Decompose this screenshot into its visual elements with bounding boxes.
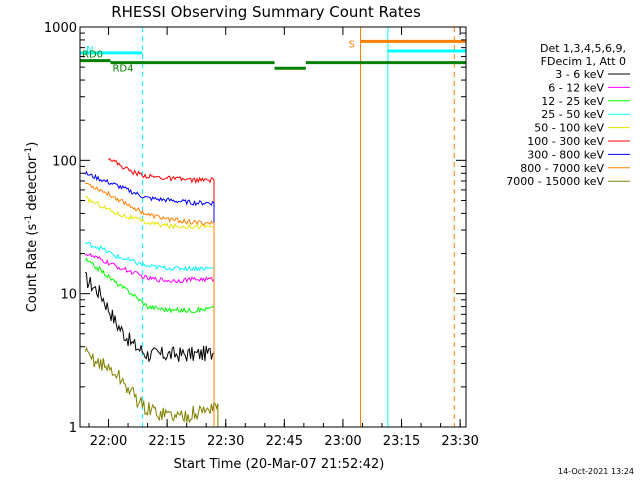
y-axis-label-sup1: -1 [24,215,34,224]
series-line-100-300-kev [108,157,215,427]
x-axis-ticks: 22:00 22:15 22:30 22:45 23:00 23:15 23:30 [88,27,479,449]
x-tick-label-3: 22:30 [207,434,244,449]
event-vertical-lines [141,27,455,427]
x-tick-label-5: 23:00 [324,434,361,449]
legend-label-3-6-kev: 3 - 6 keV [555,68,604,81]
legend-label-6-12-kev: 6 - 12 keV [548,81,604,94]
x-tick-label-1: 22:00 [90,434,127,449]
x-tick-label-6: 23:15 [383,434,420,449]
flag-label-n: N [86,45,93,56]
x-tick-label-2: 22:15 [148,434,185,449]
plot-frame [79,26,467,428]
series-lines [84,157,219,427]
series-line-7000-15000-kev [84,346,219,427]
y-axis-label-main: Count Rate (s [25,224,40,313]
y-tick-label-2: 10 [60,288,77,303]
y-axis-label-sup2: -1 [24,147,34,156]
series-line-50-100-kev [85,196,215,427]
series-line-800-7000-kev [84,182,215,427]
flag-label-s: S [349,39,355,50]
series-line-6-12-kev [84,253,215,427]
series-line-300-800-kev [84,170,215,427]
y-axis-label-mid: detector [25,155,40,215]
legend-label-100-300-kev: 100 - 300 keV [527,135,604,148]
legend-label-50-100-kev: 50 - 100 keV [534,122,604,135]
legend-label-7000-15000-kev: 7000 - 15000 keV [506,175,604,188]
legend-header-line-2: FDecim 1, Att 0 [541,55,626,68]
y-axis-label-end: ) [25,142,40,147]
legend-label-800-7000-kev: 800 - 7000 keV [520,162,604,175]
x-tick-label-7: 23:30 [441,434,478,449]
y-tick-label-4: 1000 [44,21,77,36]
legend-label-12-25-kev: 12 - 25 keV [541,95,604,108]
legend: Det 1,3,4,5,6,9, FDecim 1, Att 0 3 - 6 k… [506,42,630,188]
legend-header-line-1: Det 1,3,4,5,6,9, [540,42,626,55]
y-axis-ticks: 1 10 100 1000 [44,21,466,436]
series-line-25-50-kev [84,241,215,427]
x-tick-label-4: 22:45 [266,434,303,449]
legend-label-300-800-kev: 300 - 800 keV [527,148,604,161]
legend-label-25-50-kev: 25 - 50 keV [541,108,604,121]
x-axis-label: Start Time (20-Mar-07 21:52:42) [174,457,385,472]
y-axis-label: Count Rate (s-1 detector-1) [24,142,40,313]
generation-timestamp: 14-Oct-2021 13:24 [558,467,634,476]
series-line-12-25-kev [84,257,215,427]
flag-label-rd0: RD0 [82,50,103,61]
series-line-3-6-kev [84,271,215,427]
chart-title: RHESSI Observing Summary Count Rates [111,3,421,21]
y-tick-label-3: 100 [52,154,77,169]
y-tick-label-1: 1 [69,421,77,436]
flag-label-rd4: RD4 [112,64,133,75]
